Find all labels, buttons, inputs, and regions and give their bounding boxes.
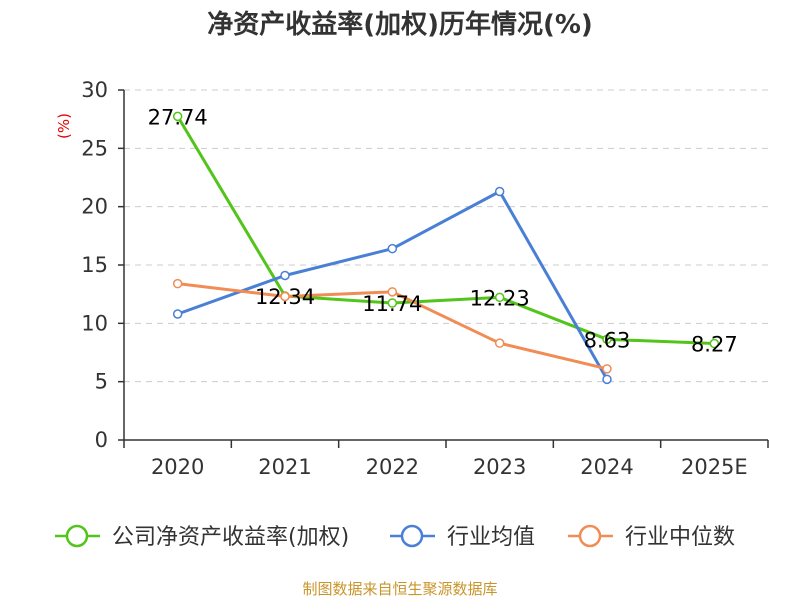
y-axis-unit-label: (%) <box>55 113 73 139</box>
data-point[interactable] <box>602 334 612 345</box>
data-label: 12.23 <box>470 286 530 310</box>
x-tick-label: 2025E <box>681 455 748 479</box>
y-tick-label: 0 <box>95 428 108 452</box>
legend-item-2[interactable]: 行业中位数 <box>568 524 735 550</box>
series-lines <box>172 111 720 385</box>
y-tick-label: 5 <box>95 370 108 394</box>
y-tick-label: 20 <box>81 195 108 219</box>
data-point[interactable] <box>494 338 505 348</box>
series-line-0 <box>176 115 715 346</box>
x-tick-label: 2021 <box>258 455 311 479</box>
data-point[interactable] <box>172 278 183 289</box>
legend-label: 公司净资产收益率(加权) <box>112 525 349 550</box>
legend-label: 行业中位数 <box>625 525 735 550</box>
data-source-note: 制图数据来自恒生聚源数据库 <box>302 580 497 598</box>
x-tick-label: 2022 <box>366 455 419 479</box>
data-point[interactable] <box>172 111 183 122</box>
x-tick-label: 2020 <box>151 455 204 479</box>
x-tick-label: 2023 <box>473 455 526 479</box>
data-point[interactable] <box>172 309 183 319</box>
data-point[interactable] <box>494 186 505 197</box>
legend-marker-icon <box>65 524 89 548</box>
data-label: 27.74 <box>148 105 208 129</box>
series-line-1 <box>177 190 609 381</box>
legend[interactable]: 公司净资产收益率(加权) 行业均值 行业中位数 <box>55 524 735 550</box>
data-point[interactable] <box>280 291 290 302</box>
legend-item-0[interactable]: 公司净资产收益率(加权) <box>55 524 349 550</box>
data-label: 11.74 <box>362 292 422 316</box>
data-point[interactable] <box>387 243 398 254</box>
y-tick-label: 30 <box>81 78 108 102</box>
legend-marker-icon <box>400 524 424 548</box>
x-tick-label: 2024 <box>580 455 633 479</box>
data-label: 8.27 <box>691 333 738 357</box>
data-label: 12.34 <box>255 285 315 309</box>
data-point[interactable] <box>387 287 398 297</box>
data-point[interactable] <box>602 364 612 374</box>
data-label: 8.63 <box>584 328 631 352</box>
data-point[interactable] <box>494 292 505 303</box>
y-tick-label: 25 <box>81 136 108 160</box>
legend-label: 行业均值 <box>447 525 535 550</box>
data-point[interactable] <box>602 374 612 385</box>
y-tick-label: 15 <box>81 253 108 277</box>
data-point[interactable] <box>280 270 290 281</box>
chart-title: 净资产收益率(加权)历年情况(%) <box>207 9 593 40</box>
data-point[interactable] <box>709 338 720 349</box>
data-labels: 27.74 12.34 11.74 12.23 8.63 8.27 <box>148 105 738 356</box>
gridlines <box>124 89 768 383</box>
legend-marker-icon <box>578 524 602 548</box>
y-tick-label: 10 <box>81 311 108 335</box>
legend-item-1[interactable]: 行业均值 <box>390 524 535 550</box>
axes: 0 5 10 15 20 25 30 2020 2021 2022 2023 2024 2025E <box>81 78 769 479</box>
data-point[interactable] <box>387 298 398 308</box>
